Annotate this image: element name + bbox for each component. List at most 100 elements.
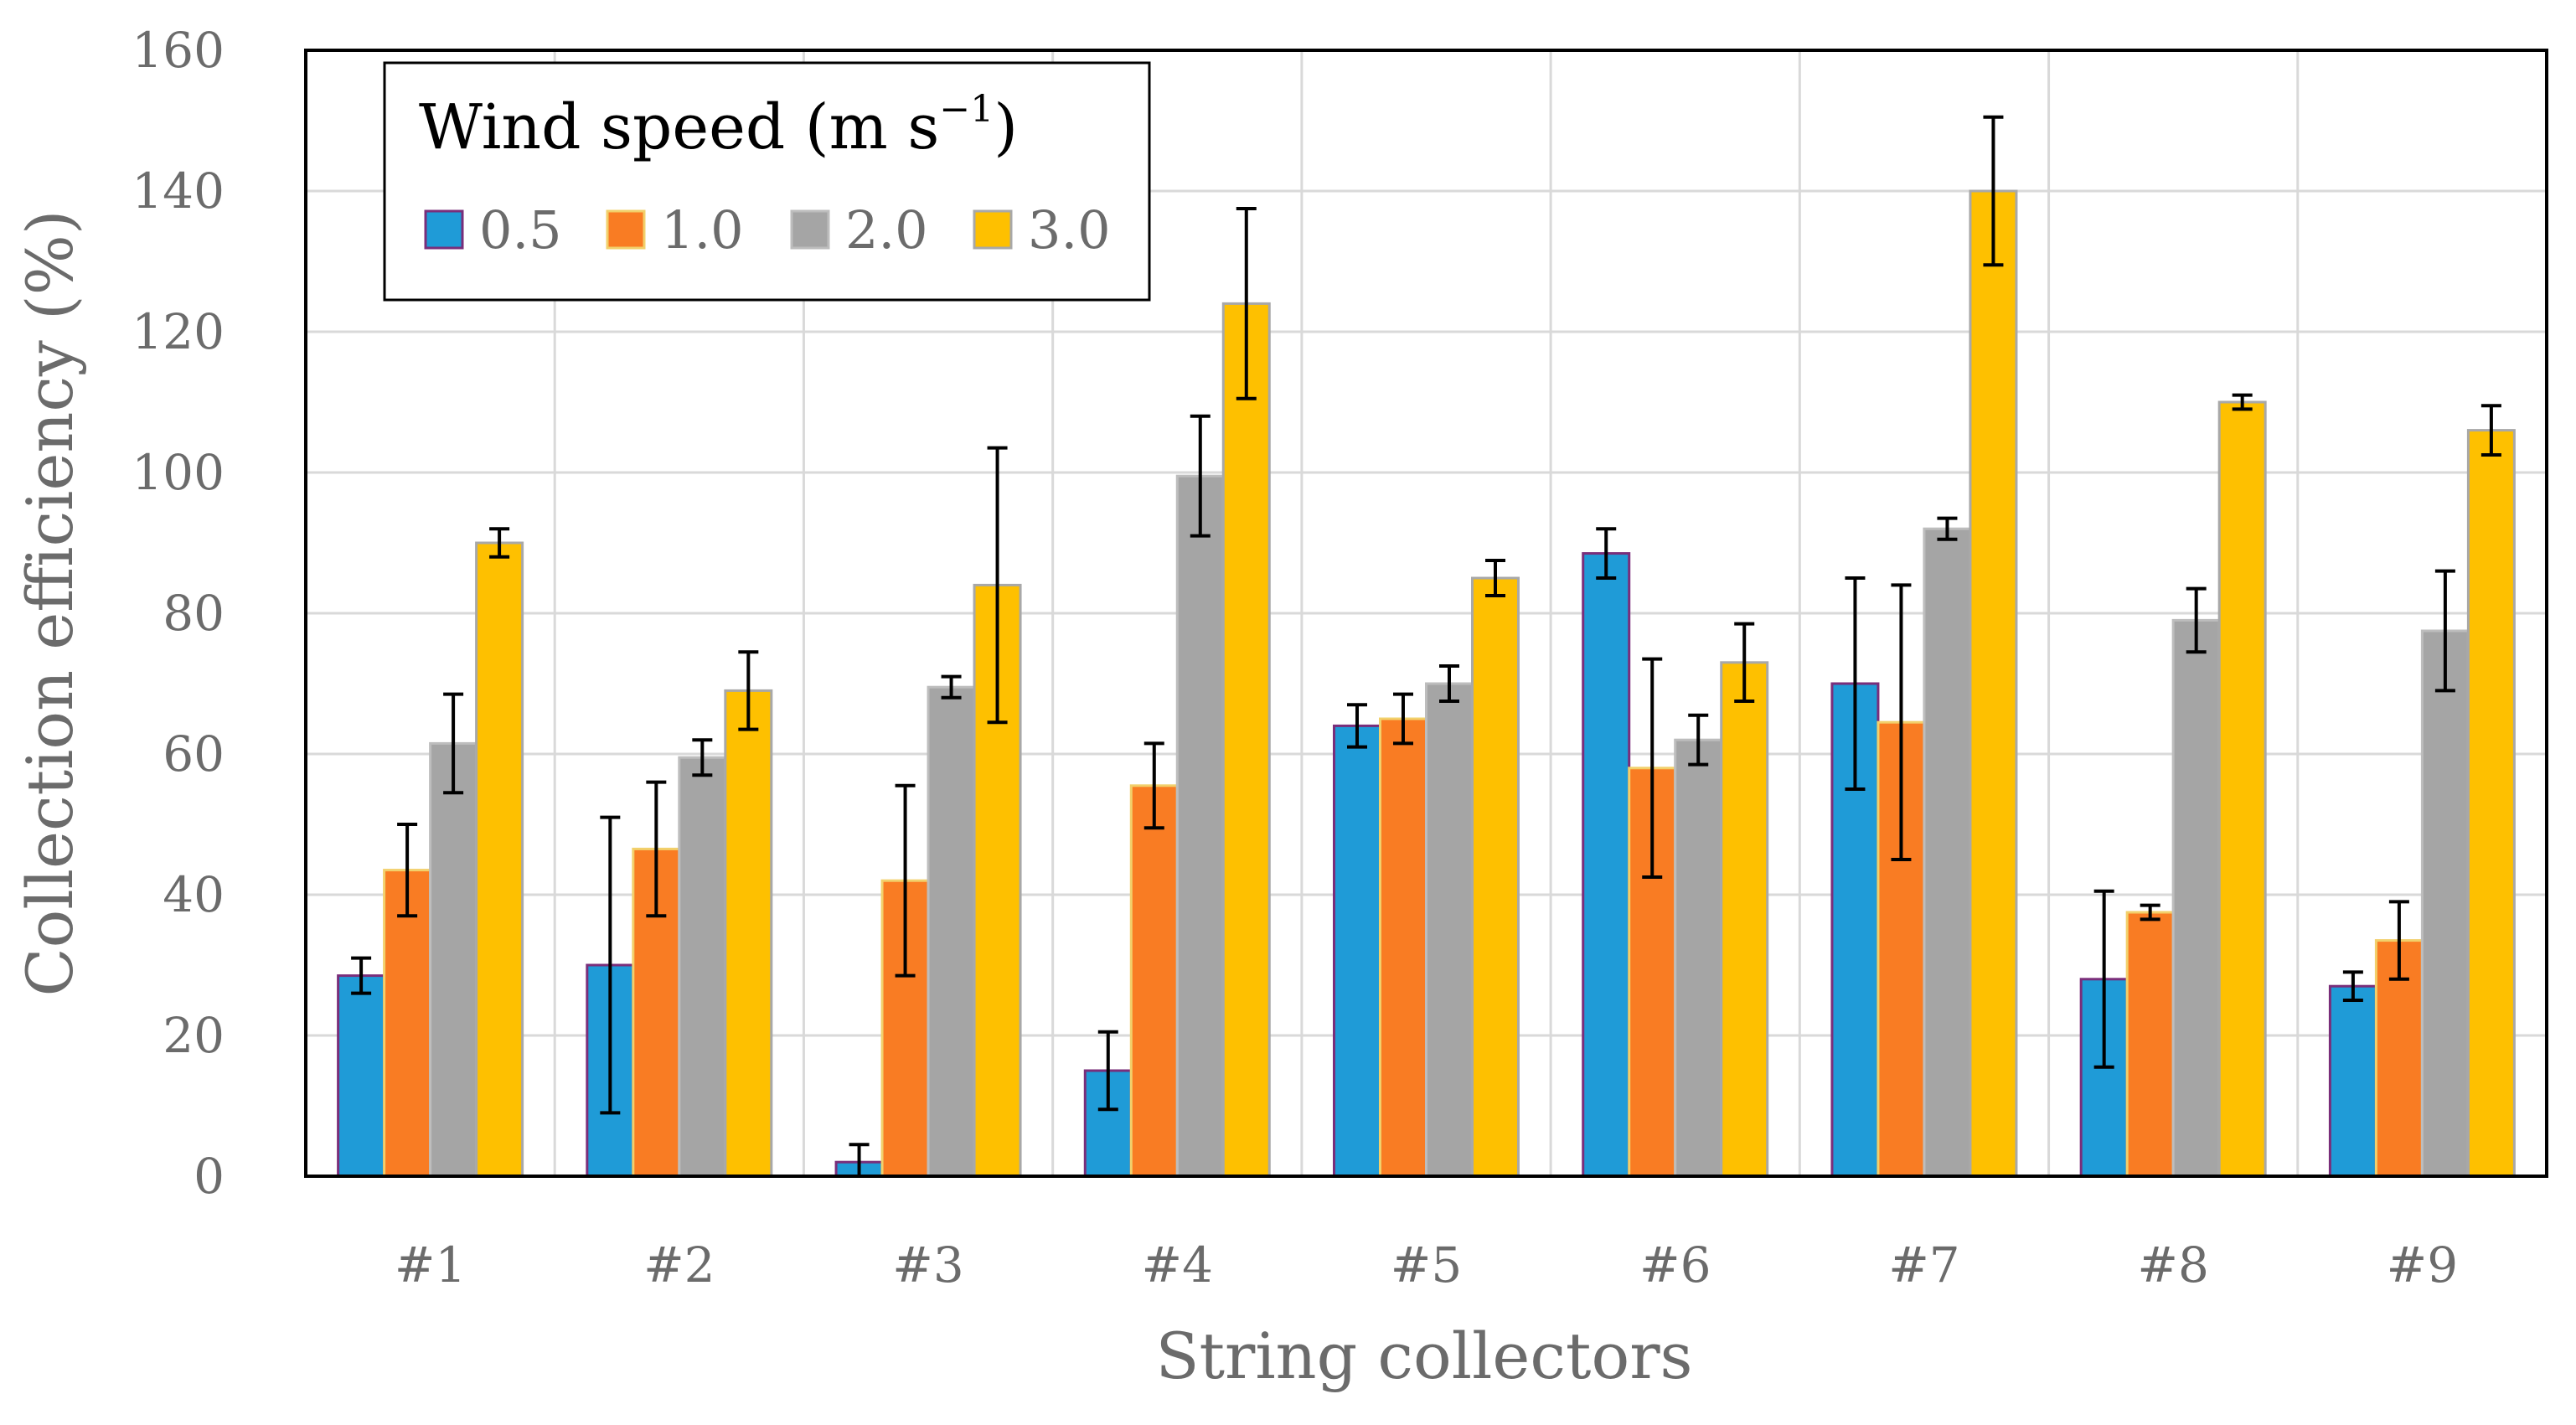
error-bar <box>1891 583 1912 861</box>
bar-0.5-#9 <box>2328 984 2377 1178</box>
error-bar <box>692 738 713 777</box>
error-bar <box>1393 692 1413 746</box>
bar-1.0-#8 <box>2125 911 2175 1178</box>
bar-3.0-#8 <box>2217 400 2267 1178</box>
legend-title-superscript: −1 <box>939 88 994 131</box>
legend-title-main: Wind speed (m s <box>419 91 939 163</box>
error-bar <box>2388 900 2409 981</box>
x-tick-label: #9 <box>2387 1237 2459 1293</box>
error-bar <box>351 956 372 995</box>
legend-swatch-0.5 <box>424 209 464 250</box>
bar-3.0-#9 <box>2466 429 2516 1178</box>
error-bar <box>2186 586 2207 654</box>
bar-2.0-#1 <box>429 741 478 1178</box>
x-tick-label: #2 <box>643 1237 715 1293</box>
y-tick-label: 40 <box>163 866 225 923</box>
bar-2.0-#6 <box>1674 738 1723 1178</box>
plot-frame <box>304 49 2548 1178</box>
bar-2.0-#2 <box>678 756 727 1178</box>
legend-title: Wind speed (m s−1) <box>419 88 1018 163</box>
legend: Wind speed (m s−1) 0.5 1.0 2.0 3.0 <box>383 61 1151 302</box>
error-bar <box>1845 576 1866 791</box>
x-tick-labels: #1 #2 #3 #4 #5 #6 #7 #8 #9 <box>395 1237 2458 1293</box>
x-tick-label: #5 <box>1391 1237 1463 1293</box>
error-bar <box>1236 207 1257 400</box>
bar-2.0-#7 <box>1923 527 1972 1178</box>
error-bar <box>646 780 667 918</box>
bar-3.0-#7 <box>1969 189 2018 1178</box>
legend-label-0.5: 0.5 <box>479 199 562 261</box>
error-bar <box>1983 115 2004 267</box>
y-tick-label: 20 <box>163 1007 225 1064</box>
y-tick-label: 0 <box>194 1148 225 1205</box>
y-tick-label: 160 <box>132 22 225 79</box>
error-bar <box>2480 404 2501 457</box>
error-bar <box>2093 889 2114 1069</box>
bar-1.0-#4 <box>1129 784 1179 1178</box>
x-tick-label: #1 <box>395 1237 467 1293</box>
error-bar <box>397 823 418 918</box>
error-bar <box>2232 393 2253 411</box>
error-bar <box>1190 414 1211 538</box>
bar-0.5-#6 <box>1582 552 1631 1178</box>
error-bar <box>895 783 916 978</box>
bar-2.0-#5 <box>1425 682 1474 1178</box>
x-tick-label: #6 <box>1639 1237 1711 1293</box>
error-bar <box>1439 664 1459 703</box>
error-bar <box>443 692 464 795</box>
bar-1.0-#5 <box>1379 717 1427 1178</box>
y-axis-title: Collection efficiency (%) <box>13 209 87 996</box>
bar-3.0-#2 <box>724 689 773 1178</box>
y-tick-label: 80 <box>163 585 225 642</box>
error-bar <box>2342 970 2363 1002</box>
error-bar <box>1734 622 1755 703</box>
error-bar <box>1596 527 1617 580</box>
legend-swatch-3.0 <box>973 209 1013 250</box>
y-tick-label: 140 <box>132 163 225 219</box>
bar-2.0-#9 <box>2420 629 2470 1178</box>
error-bar <box>738 650 759 731</box>
legend-swatch-2.0 <box>790 209 830 250</box>
bar-2.0-#8 <box>2171 618 2221 1178</box>
error-bar <box>1347 703 1367 749</box>
error-bar <box>489 527 510 559</box>
bar-0.5-#1 <box>337 974 386 1178</box>
x-tick-label: #8 <box>2137 1237 2209 1293</box>
x-tick-label: #7 <box>1888 1237 1960 1293</box>
y-tick-label: 60 <box>163 725 225 782</box>
legend-box <box>383 61 1151 302</box>
y-tick-label: 120 <box>132 303 225 360</box>
error-bar <box>1485 559 1505 597</box>
x-tick-label: #4 <box>1142 1237 1214 1293</box>
bar-3.0-#4 <box>1221 302 1271 1178</box>
bar-3.0-#5 <box>1471 576 1520 1178</box>
legend-label-3.0: 3.0 <box>1028 199 1111 261</box>
x-axis-title: String collectors <box>1155 1319 1692 1393</box>
error-bar <box>1143 741 1164 830</box>
legend-title-end: ) <box>994 91 1018 163</box>
legend-swatch-1.0 <box>606 209 646 250</box>
bar-3.0-#1 <box>475 541 524 1178</box>
error-bars <box>351 115 2501 1178</box>
legend-label-2.0: 2.0 <box>845 199 928 261</box>
x-tick-label: #3 <box>892 1237 964 1293</box>
error-bar <box>2434 569 2455 693</box>
bar-2.0-#4 <box>1175 474 1225 1178</box>
legend-items: 0.5 1.0 2.0 3.0 <box>424 199 1111 261</box>
bar-3.0-#6 <box>1720 661 1769 1178</box>
bar-2.0-#3 <box>927 685 976 1178</box>
bar-0.5-#5 <box>1333 724 1381 1178</box>
legend-label-1.0: 1.0 <box>661 199 744 261</box>
bars <box>337 189 2516 1178</box>
error-bar <box>2140 903 2160 922</box>
error-bar <box>987 446 1008 725</box>
error-bar <box>1688 713 1709 767</box>
error-bar <box>1937 516 1958 541</box>
y-tick-label: 100 <box>132 444 225 501</box>
error-bar <box>1642 657 1663 879</box>
y-tick-labels: 0 20 40 60 80 100 120 140 160 <box>132 22 225 1205</box>
error-bar <box>1097 1030 1118 1112</box>
error-bar <box>600 815 621 1115</box>
